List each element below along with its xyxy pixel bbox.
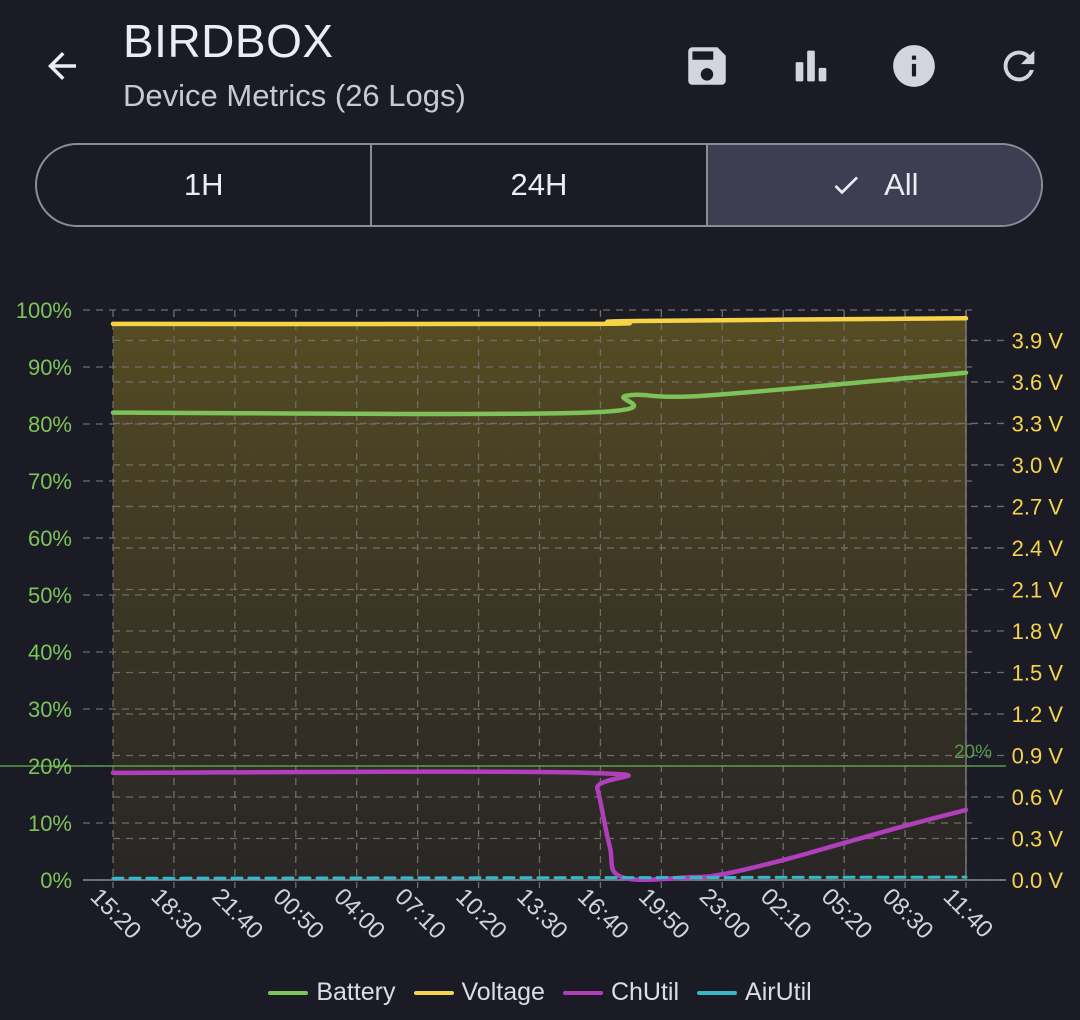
- info-button[interactable]: [888, 40, 940, 92]
- range-24h-button[interactable]: 24H: [370, 145, 705, 225]
- x-axis-tick-label: 08:30: [877, 883, 939, 945]
- left-axis-tick-label: 20%: [28, 754, 72, 779]
- x-axis-tick-label: 13:30: [511, 883, 573, 945]
- left-axis-tick-label: 70%: [28, 469, 72, 494]
- x-axis-tick-label: 07:10: [389, 883, 451, 945]
- back-arrow-icon: [48, 52, 76, 80]
- x-axis-tick-label: 04:00: [328, 883, 390, 945]
- left-axis-tick-label: 50%: [28, 583, 72, 608]
- x-axis-tick-label: 10:20: [450, 883, 512, 945]
- info-icon: [893, 45, 935, 87]
- x-axis-tick-label: 02:10: [755, 883, 817, 945]
- left-axis-tick-label: 60%: [28, 526, 72, 551]
- legend-item-airutil: AirUtil: [697, 978, 812, 1007]
- right-axis-tick-label: 0.6 V: [1012, 785, 1064, 810]
- left-axis-tick-label: 10%: [28, 811, 72, 836]
- legend-item-battery: Battery: [268, 978, 396, 1007]
- page-subtitle: Device Metrics (26 Logs): [123, 78, 466, 113]
- left-axis-tick-label: 40%: [28, 640, 72, 665]
- refresh-button[interactable]: [993, 40, 1045, 92]
- left-axis-tick-label: 80%: [28, 412, 72, 437]
- legend-item-chutil: ChUtil: [562, 978, 680, 1007]
- x-axis-tick-label: 15:20: [85, 883, 147, 945]
- right-axis-tick-label: 3.3 V: [1012, 411, 1064, 436]
- x-axis-tick-label: 11:40: [938, 883, 998, 943]
- legend-swatch-chutil: [562, 990, 603, 995]
- back-button[interactable]: [38, 42, 86, 90]
- range-24h-label: 24H: [510, 167, 568, 202]
- x-axis-tick-label: 23:00: [694, 883, 756, 945]
- check-icon: [830, 169, 862, 201]
- right-axis-tick-label: 3.9 V: [1012, 328, 1064, 353]
- right-axis-tick-label: 2.4 V: [1012, 536, 1064, 561]
- bar-chart-icon: [795, 50, 827, 82]
- left-axis-tick-label: 30%: [28, 697, 72, 722]
- app-bar: BIRDBOX Device Metrics (26 Logs): [0, 0, 1080, 135]
- chart-view-button[interactable]: [785, 40, 837, 92]
- range-1h-label: 1H: [183, 167, 224, 202]
- x-axis-tick-label: 21:40: [207, 883, 269, 945]
- left-axis-tick-label: 90%: [28, 355, 72, 380]
- right-axis-tick-label: 3.0 V: [1012, 453, 1064, 478]
- range-all-button[interactable]: All: [705, 145, 1041, 225]
- device-metrics-chart: 20% 0% 10% 20% 30% 40% 50% 60% 70% 80% 90% 100% 0.0 …: [0, 298, 1064, 945]
- legend-label-battery: Battery: [316, 978, 396, 1006]
- right-axis-tick-label: 0.3 V: [1012, 826, 1064, 851]
- save-icon: [688, 47, 726, 85]
- legend-label-chutil: ChUtil: [610, 978, 680, 1006]
- legend-swatch-voltage: [413, 990, 454, 995]
- x-axis-tick-label: 05:20: [816, 883, 878, 945]
- legend-swatch-airutil: [697, 990, 738, 995]
- page-title: BIRDBOX: [123, 15, 334, 67]
- right-axis-tick-label: 3.6 V: [1012, 370, 1064, 395]
- legend-label-voltage: Voltage: [461, 978, 545, 1006]
- refresh-icon: [1003, 50, 1035, 82]
- time-range-selector: 1H 24H All: [35, 143, 1043, 227]
- right-axis-tick-label: 1.8 V: [1012, 619, 1064, 644]
- right-axis-tick-label: 0.9 V: [1012, 743, 1064, 768]
- x-axis-tick-label: 19:50: [633, 883, 695, 945]
- legend-item-voltage: Voltage: [413, 978, 545, 1007]
- x-axis-tick-label: 00:50: [268, 883, 330, 945]
- legend-swatch-battery: [268, 990, 309, 995]
- legend-label-airutil: AirUtil: [745, 978, 812, 1006]
- series-line-airutil: [111, 875, 968, 880]
- series-line-voltage: [110, 316, 969, 327]
- right-axis-tick-label: 0.0 V: [1012, 868, 1064, 893]
- right-axis-tick-label: 2.1 V: [1012, 577, 1064, 602]
- save-button[interactable]: [681, 40, 733, 92]
- range-1h-button[interactable]: 1H: [37, 145, 370, 225]
- x-axis-tick-label: 18:30: [146, 883, 208, 945]
- reference-line-label: 20%: [954, 742, 992, 763]
- left-axis-tick-label: 0%: [40, 868, 72, 893]
- chart-legend: Battery Voltage ChUtil AirUtil: [0, 978, 1080, 1007]
- range-all-label: All: [884, 167, 919, 202]
- series-line-battery: [110, 370, 969, 417]
- right-axis-tick-label: 1.5 V: [1012, 660, 1064, 685]
- left-axis-tick-label: 100%: [16, 298, 72, 323]
- right-axis-tick-label: 1.2 V: [1012, 702, 1064, 727]
- x-axis-tick-label: 16:40: [572, 883, 634, 945]
- right-axis-tick-label: 2.7 V: [1012, 494, 1064, 519]
